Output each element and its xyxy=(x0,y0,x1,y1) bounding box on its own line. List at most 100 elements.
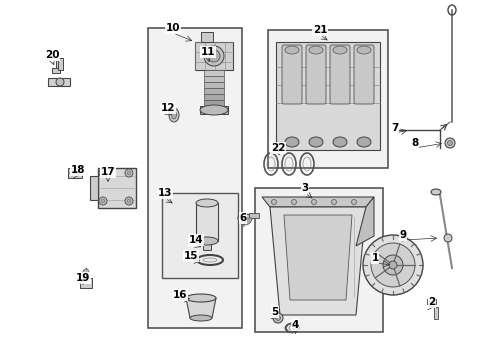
Polygon shape xyxy=(186,298,216,318)
Bar xyxy=(80,278,92,288)
Text: 16: 16 xyxy=(173,290,187,300)
Circle shape xyxy=(76,171,80,175)
Bar xyxy=(204,94,224,100)
Bar xyxy=(255,188,383,332)
FancyBboxPatch shape xyxy=(330,45,350,104)
Ellipse shape xyxy=(208,50,220,62)
Circle shape xyxy=(275,315,280,320)
Bar xyxy=(204,100,224,106)
Text: 3: 3 xyxy=(301,183,309,193)
Circle shape xyxy=(351,199,357,204)
Text: 10: 10 xyxy=(166,23,180,33)
Circle shape xyxy=(445,138,455,148)
Ellipse shape xyxy=(357,46,371,54)
Circle shape xyxy=(125,169,133,177)
Ellipse shape xyxy=(196,199,218,207)
Text: 11: 11 xyxy=(201,47,215,57)
Bar xyxy=(195,42,233,70)
Circle shape xyxy=(127,199,131,203)
FancyBboxPatch shape xyxy=(306,45,326,104)
Polygon shape xyxy=(356,197,374,246)
Text: 6: 6 xyxy=(240,213,246,223)
Ellipse shape xyxy=(285,46,299,54)
Ellipse shape xyxy=(285,137,299,147)
Text: 2: 2 xyxy=(428,297,436,307)
Ellipse shape xyxy=(238,214,252,222)
FancyBboxPatch shape xyxy=(282,45,302,104)
Text: 7: 7 xyxy=(392,123,399,133)
Ellipse shape xyxy=(431,189,441,195)
Bar xyxy=(68,168,82,178)
Text: 20: 20 xyxy=(45,50,59,60)
Circle shape xyxy=(101,199,105,203)
Bar xyxy=(276,42,380,150)
Bar xyxy=(48,78,70,86)
Text: 12: 12 xyxy=(161,103,175,113)
FancyBboxPatch shape xyxy=(354,45,374,104)
Circle shape xyxy=(371,243,415,287)
Ellipse shape xyxy=(333,137,347,147)
Circle shape xyxy=(332,199,337,204)
Ellipse shape xyxy=(309,137,323,147)
Ellipse shape xyxy=(196,237,218,245)
Circle shape xyxy=(83,269,89,275)
Text: 14: 14 xyxy=(189,235,203,245)
Bar xyxy=(58,58,63,70)
Text: 17: 17 xyxy=(100,167,115,177)
Ellipse shape xyxy=(357,137,371,147)
Circle shape xyxy=(127,171,131,175)
Circle shape xyxy=(125,197,133,205)
Ellipse shape xyxy=(200,105,228,115)
Bar xyxy=(56,58,61,68)
Circle shape xyxy=(292,199,296,204)
Text: 21: 21 xyxy=(313,25,327,35)
Circle shape xyxy=(444,234,452,242)
Circle shape xyxy=(389,261,397,269)
Polygon shape xyxy=(262,197,374,207)
Text: 4: 4 xyxy=(292,320,299,330)
Bar xyxy=(162,193,238,278)
Bar xyxy=(434,307,438,319)
Bar xyxy=(196,203,218,241)
Ellipse shape xyxy=(204,46,224,66)
Bar xyxy=(98,168,136,208)
Ellipse shape xyxy=(172,111,176,119)
Polygon shape xyxy=(270,207,366,315)
Circle shape xyxy=(383,255,403,275)
Bar xyxy=(249,213,259,218)
Bar xyxy=(268,30,388,168)
Text: 9: 9 xyxy=(399,230,407,240)
Circle shape xyxy=(447,140,452,145)
Bar xyxy=(204,88,224,94)
Bar xyxy=(204,82,224,88)
Ellipse shape xyxy=(333,46,347,54)
Circle shape xyxy=(273,313,283,323)
Text: 19: 19 xyxy=(76,273,90,283)
Circle shape xyxy=(101,171,105,175)
Bar xyxy=(204,76,224,82)
Text: 8: 8 xyxy=(412,138,418,148)
Bar xyxy=(203,243,211,250)
Circle shape xyxy=(99,197,107,205)
Bar xyxy=(204,70,224,76)
Bar xyxy=(52,68,60,73)
Circle shape xyxy=(70,171,74,175)
Bar xyxy=(148,28,242,328)
Wedge shape xyxy=(238,218,252,225)
Text: 13: 13 xyxy=(158,188,172,198)
Text: 15: 15 xyxy=(184,251,198,261)
Text: 1: 1 xyxy=(371,253,379,263)
Text: 5: 5 xyxy=(271,307,279,317)
Text: 18: 18 xyxy=(71,165,85,175)
Circle shape xyxy=(312,199,317,204)
Circle shape xyxy=(363,235,423,295)
Ellipse shape xyxy=(309,46,323,54)
Bar xyxy=(201,32,213,42)
Polygon shape xyxy=(284,215,352,300)
Ellipse shape xyxy=(190,315,212,321)
Polygon shape xyxy=(428,297,436,307)
Text: 22: 22 xyxy=(271,143,285,153)
Circle shape xyxy=(99,169,107,177)
Bar xyxy=(200,106,228,114)
Ellipse shape xyxy=(169,108,179,122)
